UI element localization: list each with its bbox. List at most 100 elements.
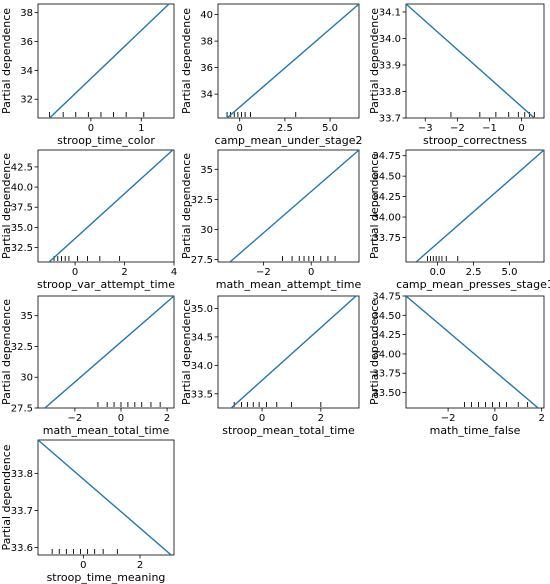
- y-tick-label: 34.50: [372, 311, 401, 322]
- y-axis-label: Partial dependence: [180, 153, 193, 259]
- x-axis-label: math_time_false: [430, 424, 521, 437]
- x-tick-label: 5.0: [322, 123, 338, 134]
- y-tick-label: 33.8: [379, 87, 401, 98]
- y-axis-label: Partial dependence: [0, 153, 13, 259]
- pd-panel-2: 0 2.5 5.0 34 36 38 40 camp_mean_under_stage2 Par…: [180, 3, 363, 147]
- y-tick-label: 40.0: [11, 183, 33, 194]
- y-tick-label: 33.7: [379, 114, 401, 125]
- y-tick-label: 34.25: [372, 192, 401, 203]
- axes-frame: [405, 295, 545, 409]
- partial-dependence-line: [229, 150, 359, 262]
- x-tick-label: 0: [518, 123, 524, 134]
- y-axis-label: Partial dependence: [368, 299, 381, 405]
- x-tick-label: −2: [68, 413, 83, 424]
- y-tick-label: 34.0: [379, 34, 401, 45]
- x-tick-label: −2: [441, 413, 456, 424]
- y-tick-label: 33.7: [11, 506, 33, 517]
- x-tick-label: 1: [138, 123, 144, 134]
- axes-frame: [37, 295, 175, 409]
- axes-frame: [405, 149, 545, 263]
- pd-panel-8: 0 2 33.5 34.0 34.5 35.0 stroop_mean_total_time…: [180, 295, 360, 437]
- x-tick-label: 0: [237, 123, 243, 134]
- y-tick-label: 34: [200, 90, 213, 101]
- y-tick-label: 34.1: [379, 7, 401, 18]
- y-axis-label: Partial dependence: [0, 444, 13, 550]
- x-tick-label: 0: [72, 267, 78, 278]
- y-axis-label: Partial dependence: [0, 299, 13, 405]
- x-tick-label: 2: [137, 560, 143, 571]
- x-axis-label: stroop_correctness: [423, 134, 527, 147]
- x-tick-label: 2.5: [277, 123, 293, 134]
- x-tick-label: 2: [318, 413, 324, 424]
- y-tick-label: 33.9: [379, 60, 401, 71]
- x-tick-label: 2.5: [466, 267, 482, 278]
- y-tick-label: 33.75: [372, 233, 401, 244]
- x-axis-label: stroop_mean_total_time: [222, 424, 355, 437]
- x-tick-label: −2: [256, 267, 271, 278]
- y-tick-label: 34.00: [372, 349, 401, 360]
- axes-frame: [217, 295, 360, 409]
- x-axis-label: camp_mean_presses_stage1: [396, 278, 550, 291]
- y-axis-label: Partial dependence: [180, 299, 193, 405]
- x-tick-label: 2: [164, 413, 170, 424]
- x-tick-label: 0: [118, 413, 124, 424]
- pd-panel-7: −2 0 2 27.5 30 32.5 35 math_mean_total_time Part…: [0, 295, 175, 437]
- partial-dependence-line: [49, 4, 170, 118]
- y-tick-label: 35.0: [191, 304, 213, 315]
- x-tick-label: 5.0: [502, 267, 518, 278]
- y-tick-label: 38: [200, 37, 213, 48]
- pd-panel-9: −2 0 2 33.50 33.75 34.00 34.25 34.50 34.75 math_t…: [368, 292, 545, 438]
- y-tick-label: 35: [20, 311, 33, 322]
- partial-dependence-line: [48, 150, 174, 262]
- x-tick-label: −2: [450, 123, 465, 134]
- y-tick-label: 34: [20, 66, 33, 77]
- x-tick-label: 2: [121, 267, 127, 278]
- y-tick-label: 34.50: [372, 172, 401, 183]
- x-tick-label: 0: [259, 413, 265, 424]
- y-tick-label: 40: [200, 10, 213, 21]
- y-tick-label: 32.5: [191, 195, 213, 206]
- y-tick-label: 38: [20, 8, 33, 19]
- y-tick-label: 34.75: [372, 292, 401, 303]
- y-tick-label: 37.5: [11, 203, 33, 214]
- x-tick-label: 0.0: [430, 267, 446, 278]
- y-tick-label: 36: [20, 37, 33, 48]
- x-tick-label: 0: [492, 413, 498, 424]
- y-tick-label: 33.8: [11, 469, 33, 480]
- axes-frame: [405, 3, 545, 119]
- x-tick-label: 2: [538, 413, 544, 424]
- x-axis-label: math_mean_attempt_time: [216, 278, 362, 291]
- x-tick-label: 0: [308, 267, 314, 278]
- x-tick-label: −1: [482, 123, 497, 134]
- y-tick-label: 32.5: [11, 243, 33, 254]
- axes-frame: [217, 149, 360, 263]
- x-axis-label: stroop_time_color: [57, 134, 155, 147]
- y-tick-label: 34.75: [372, 151, 401, 162]
- y-axis-label: Partial dependence: [180, 8, 193, 114]
- y-tick-label: 33.5: [191, 389, 213, 400]
- axes-frame: [37, 149, 175, 263]
- y-tick-label: 42.5: [11, 162, 33, 173]
- x-tick-label: −3: [418, 123, 433, 134]
- y-axis-label: Partial dependence: [368, 153, 381, 259]
- y-tick-label: 32: [20, 95, 33, 106]
- partial-dependence-line: [44, 296, 174, 408]
- x-tick-label: 0: [80, 560, 86, 571]
- y-tick-label: 34.25: [372, 330, 401, 341]
- x-axis-label: stroop_var_attempt_time: [37, 278, 175, 291]
- y-tick-label: 27.5: [11, 404, 33, 415]
- y-axis-label: Partial dependence: [368, 8, 381, 114]
- y-tick-label: 30: [20, 373, 33, 384]
- y-tick-label: 27.5: [191, 255, 213, 266]
- axes-frame: [37, 3, 175, 119]
- partial-dependence-line: [230, 296, 357, 408]
- axes-frame: [217, 3, 360, 119]
- x-axis-label: camp_mean_under_stage2: [215, 134, 363, 147]
- x-tick-label: 4: [171, 267, 177, 278]
- x-axis-label: math_mean_total_time: [43, 424, 170, 437]
- pd-panel-4: 0 2 4 32.5 35.0 37.5 40.0 42.5 stroop_var_attemp…: [0, 149, 177, 291]
- y-axis-label: Partial dependence: [0, 8, 13, 114]
- pd-panel-10: 0 2 33.6 33.7 33.8 stroop_time_meaning Partial…: [0, 439, 175, 584]
- y-tick-label: 33.6: [11, 543, 33, 554]
